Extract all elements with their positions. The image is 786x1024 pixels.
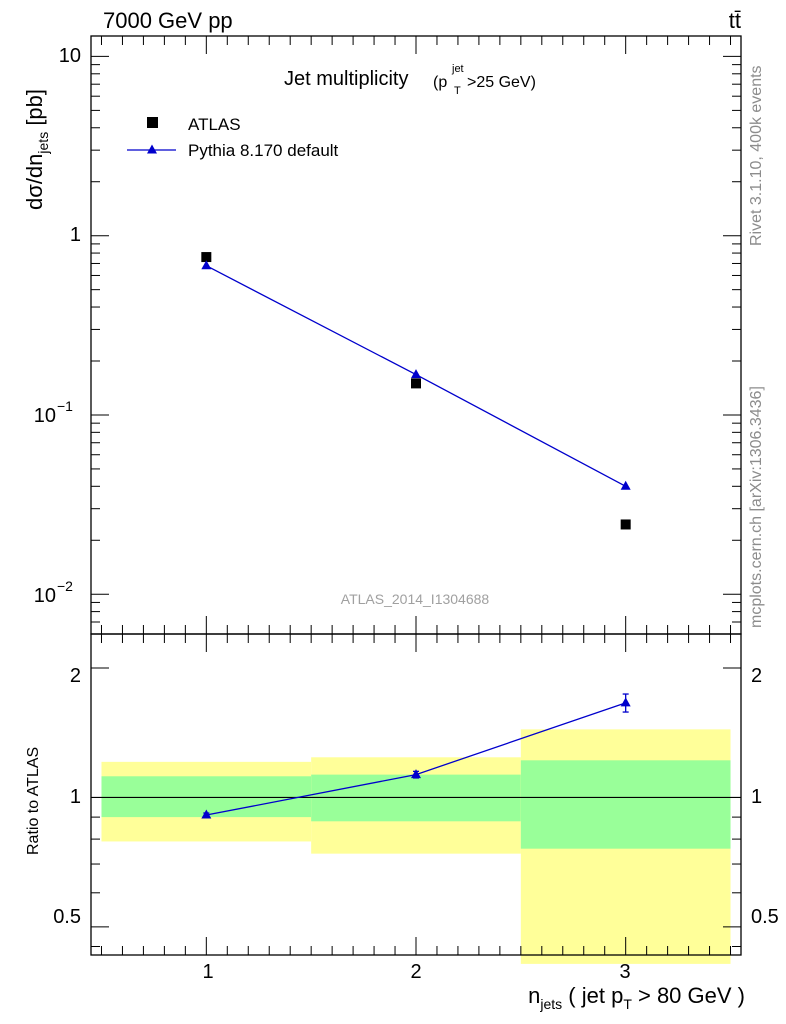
ratio-y-tick-label-1-right: 1 [751,786,762,808]
header-energy-label: 7000 GeV pp [103,8,233,33]
legend-atlas-marker [147,117,158,128]
ratio-pythia-point [620,697,631,707]
ratio-uncertainty-bands [101,729,731,964]
x-tick-label-2: 2 [410,961,421,983]
main-panel-content [201,252,631,530]
legend-pythia-label: Pythia 8.170 default [188,141,339,160]
ratio-y-tick-label-0.5-left: 0.5 [53,906,81,928]
y-tick-label-0.01-exp: −2 [57,578,73,594]
main-y-axis-label: dσ/dnjets [pb] [22,89,51,210]
y-tick-label-0.01: 10 [34,585,56,607]
x-tick-label-3: 3 [619,961,630,983]
ratio-pythia-point [411,769,421,779]
x-axis-label-n-sub: jets [539,996,562,1012]
x-tick-label-1: 1 [202,961,213,983]
plot-title-main: Jet multiplicity [284,68,408,90]
x-axis-label-n: n [528,983,540,1008]
x-axis-label-jet-sub: T [623,996,632,1012]
mcplots-reference-label: mcplots.cern.ch [arXiv:1306.3436] [748,386,765,628]
pythia-point [620,480,631,490]
y-tick-label-1: 1 [70,224,81,246]
main-y-axis-label-sub: jets [35,132,51,155]
ratio-y-tick-label-0.5-right: 0.5 [751,906,779,928]
ratio-y-axis-label: Ratio to ATLAS [25,747,42,855]
legend-atlas-label: ATLAS [188,115,241,134]
header-process-label: tt̄ [729,8,741,33]
ratio-y-tick-label-2-right: 2 [751,665,762,687]
x-axis-label-cut: > 80 GeV ) [632,983,745,1008]
pythia-point [411,369,421,379]
x-axis-label-jet: ( jet p [562,983,623,1008]
inner-band-bin-3 [520,760,731,849]
rivet-version-label: Rivet 3.1.10, 400k events [748,65,765,246]
y-tick-label-0.1-base: 10 [34,405,56,427]
main-y-axis-label-main: dσ/dn [22,154,47,210]
plot-title: Jet multiplicity (p jet T >25 GeV) [284,63,536,97]
pythia-point [201,260,212,270]
atlas-data-point [620,519,631,530]
plot-title-cut-open: (p [433,74,447,91]
y-tick-label-0.01-base: 10 [34,585,56,607]
x-axis-label: njets ( jet pT > 80 GeV ) [528,983,745,1012]
y-tick-label-0.1-exp: −1 [57,398,73,414]
plot-title-cut-close: >25 GeV) [467,74,536,91]
atlas-data-point [201,252,212,263]
legend: ATLAS Pythia 8.170 default [127,115,339,160]
analysis-watermark: ATLAS_2014_I1304688 [341,591,490,607]
y-tick-label-10: 10 [59,45,81,67]
plot-title-cut-sup: jet [451,63,464,75]
main-y-axis-label-unit: [pb] [22,89,47,132]
ratio-panel-content [91,693,741,819]
axis-frames [90,35,742,956]
ratio-y-tick-label-2-left: 2 [70,665,81,687]
y-tick-label-0.1: 10 [34,405,56,427]
ratio-pythia-point [201,809,212,819]
ratio-y-tick-label-1-left: 1 [70,786,81,808]
legend-pythia-marker [147,144,157,154]
plot-title-cut-sub: T [454,85,461,97]
atlas-data-point [411,378,421,389]
